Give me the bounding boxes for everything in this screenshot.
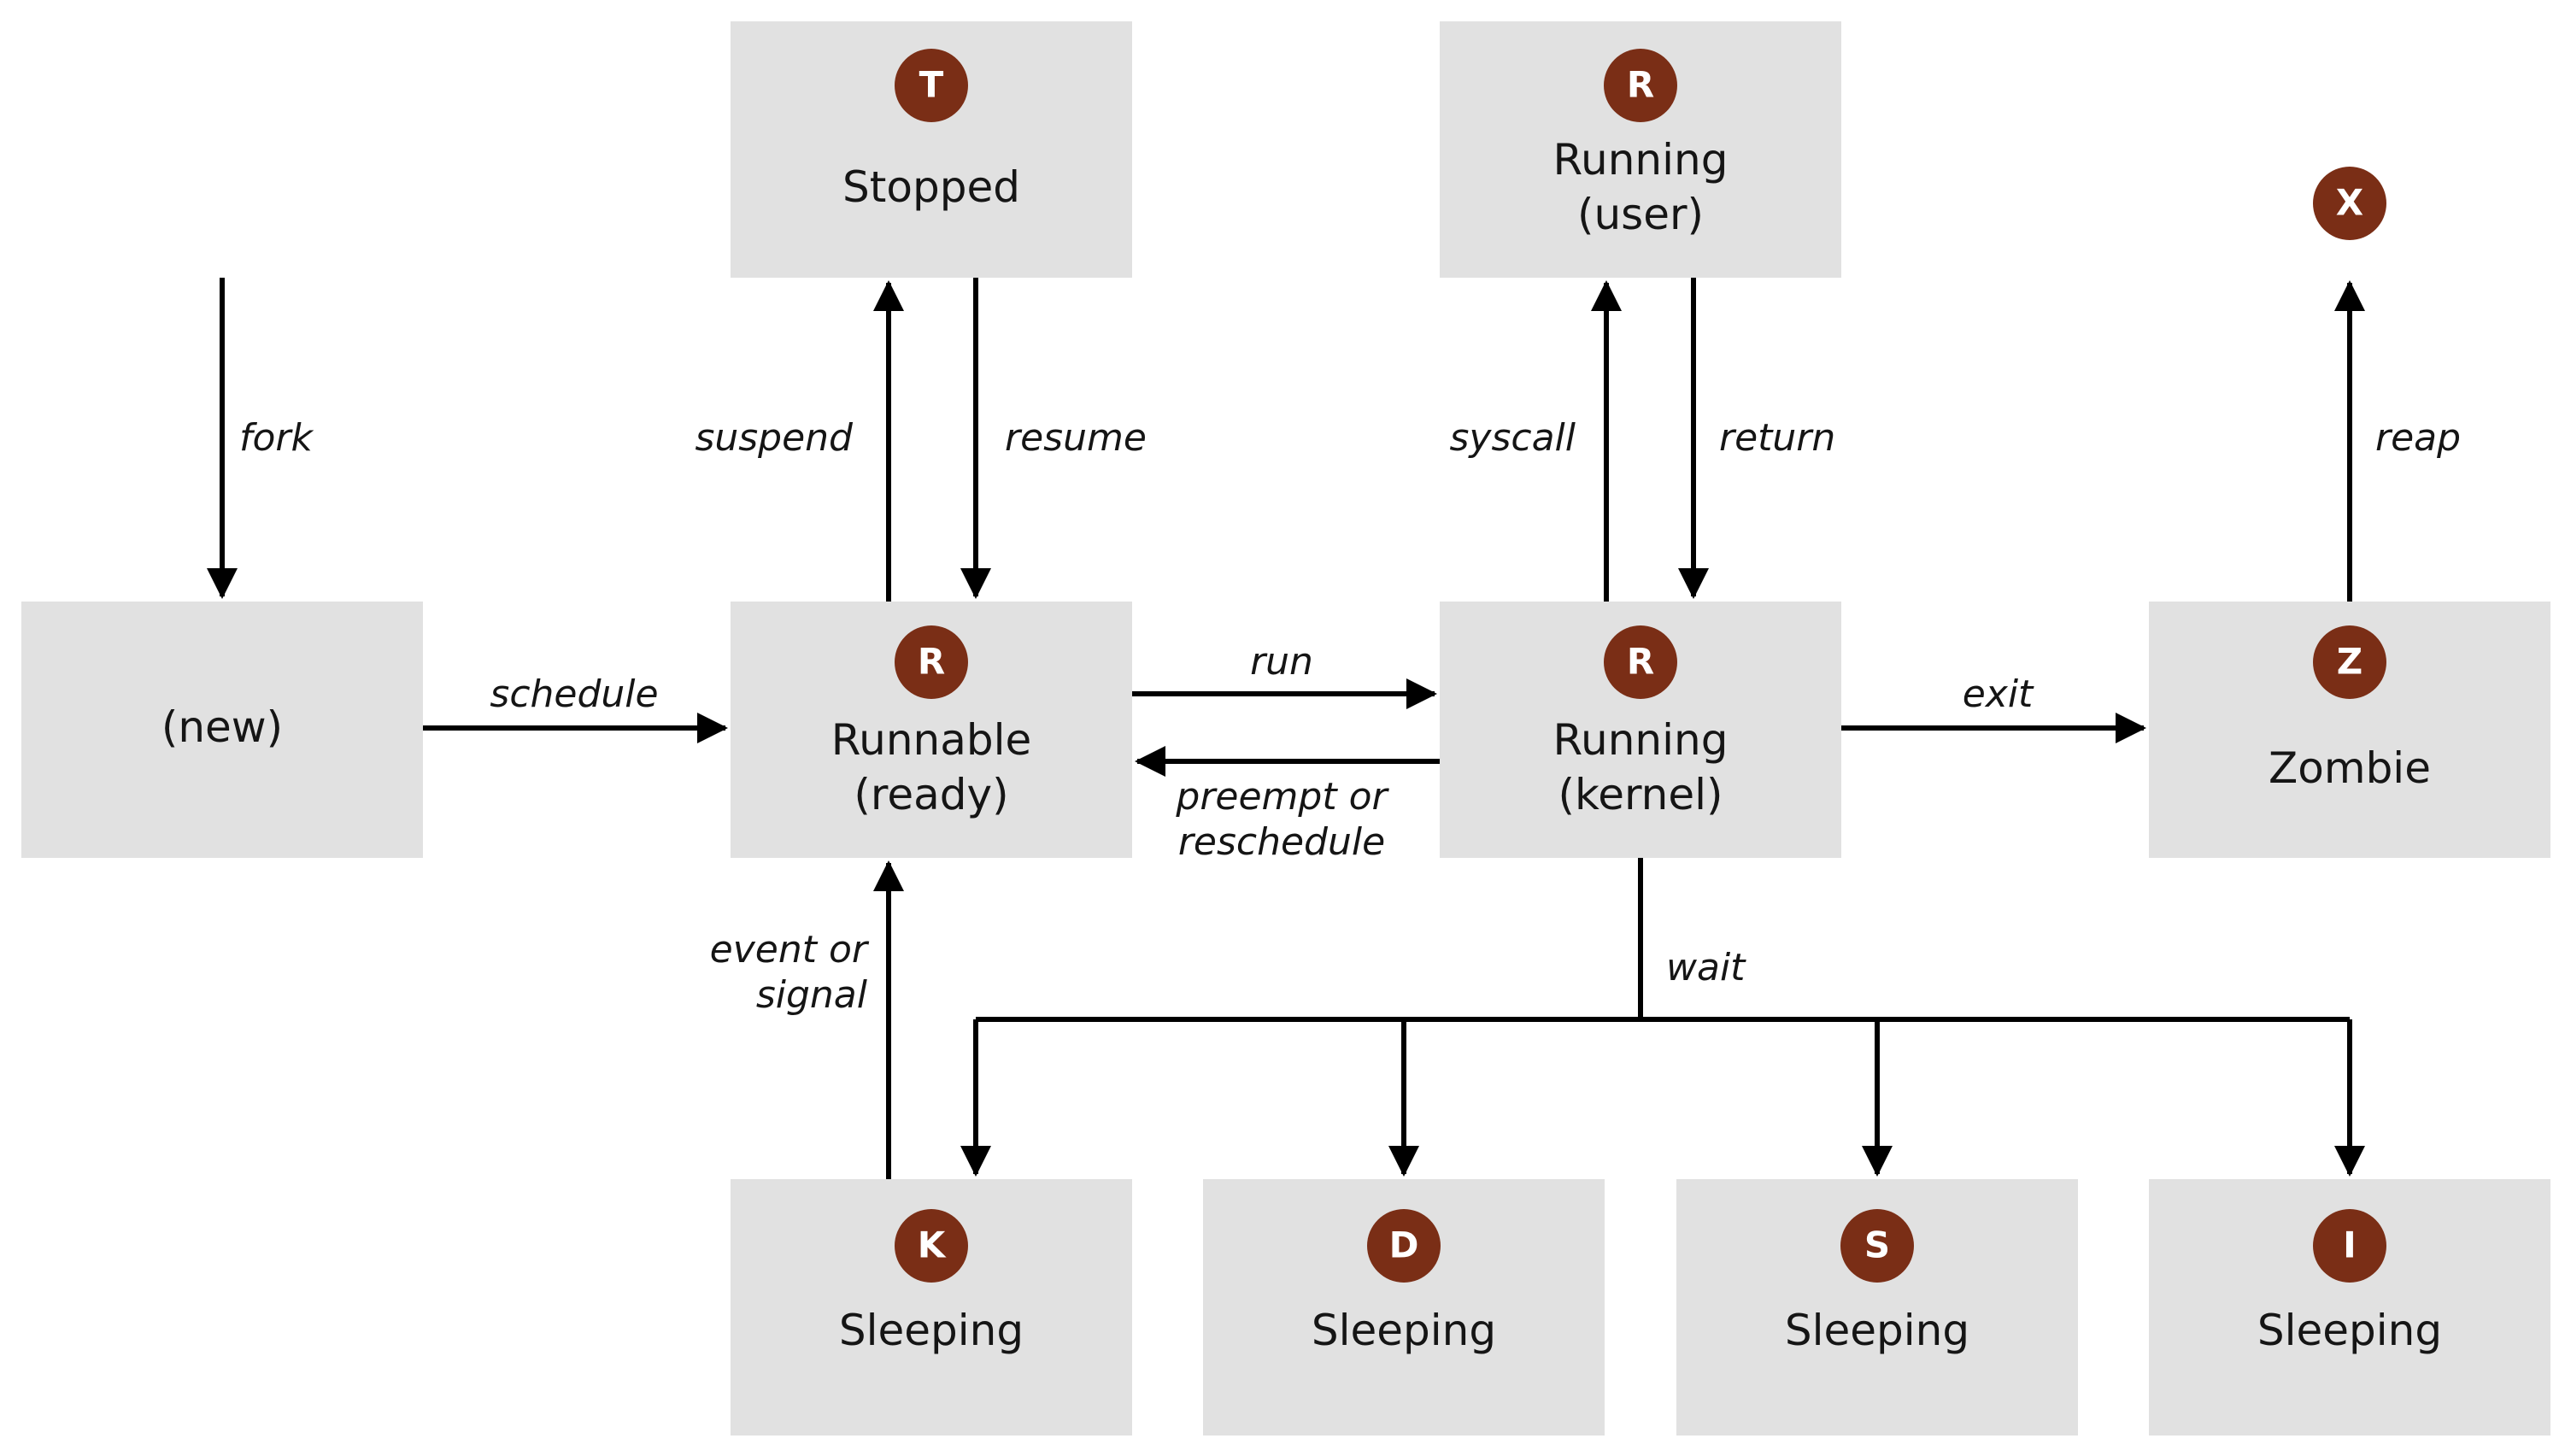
edge-label-preempt: reschedule — [1178, 820, 1385, 864]
state-label: Zombie — [2269, 743, 2431, 793]
state-label: Sleeping — [839, 1306, 1024, 1355]
state-label: Sleeping — [1785, 1306, 1969, 1355]
state-stopped: T Stopped — [731, 21, 1132, 278]
state-label: (ready) — [854, 770, 1008, 819]
state-badge — [895, 1209, 968, 1283]
state-badge-letter: S — [1864, 1224, 1890, 1266]
state-badge — [895, 625, 968, 699]
state-badge-letter: X — [2336, 182, 2363, 224]
state-box — [21, 602, 423, 858]
edge-label-suspend: suspend — [695, 416, 854, 460]
state-label: (kernel) — [1558, 770, 1723, 819]
state-label: Sleeping — [2257, 1306, 2442, 1355]
edge-label-wait: wait — [1666, 946, 1746, 989]
state-sleeping-d: D Sleeping — [1203, 1179, 1605, 1435]
state-label: Runnable — [831, 715, 1032, 765]
edge-label-resume: resume — [1005, 416, 1147, 460]
state-badge-letter: I — [2343, 1224, 2357, 1266]
edge-label-event: event or — [710, 928, 870, 972]
state-running-user: R Running (user) — [1440, 21, 1841, 278]
state-badge-letter: R — [1627, 641, 1654, 683]
state-new: (new) — [21, 602, 423, 858]
state-badge-letter: D — [1389, 1224, 1419, 1266]
edge-label-reap: reap — [2375, 416, 2461, 460]
state-sleeping-s: S Sleeping — [1676, 1179, 2078, 1435]
edge-label-event: signal — [756, 973, 868, 1017]
state-badge — [1367, 1209, 1441, 1283]
edge-label-return: return — [1719, 416, 1835, 460]
state-badge — [1840, 1209, 1914, 1283]
state-label: Running — [1553, 135, 1729, 185]
edge-label-schedule: schedule — [490, 672, 658, 716]
state-badge — [2313, 167, 2386, 240]
state-label: (user) — [1577, 190, 1704, 239]
state-badge-letter: R — [1627, 64, 1654, 106]
edge-label-preempt: preempt or — [1175, 775, 1389, 819]
state-dead: X — [2313, 167, 2386, 240]
state-running-kernel: R Running (kernel) — [1440, 602, 1841, 858]
state-badge-letter: Z — [2337, 641, 2362, 683]
state-runnable: R Runnable (ready) — [731, 602, 1132, 858]
state-badge — [2313, 625, 2386, 699]
state-label: (new) — [161, 702, 283, 752]
state-badge-letter: T — [919, 64, 944, 106]
state-label: Running — [1553, 715, 1729, 765]
edge-label-exit: exit — [1963, 672, 2034, 716]
edge-label-syscall: syscall — [1450, 416, 1576, 460]
state-sleeping-i: I Sleeping — [2149, 1179, 2550, 1435]
state-sleeping-k: K Sleeping — [731, 1179, 1132, 1435]
state-badge-letter: R — [918, 641, 945, 683]
state-label: Stopped — [842, 162, 1020, 212]
state-badge — [1604, 625, 1677, 699]
state-zombie: Z Zombie — [2149, 602, 2550, 858]
edge-label-fork: fork — [239, 416, 314, 460]
edge-label-run: run — [1250, 640, 1313, 684]
state-badge — [2313, 1209, 2386, 1283]
state-badge-letter: K — [918, 1224, 947, 1266]
state-badge — [895, 49, 968, 122]
state-label: Sleeping — [1312, 1306, 1496, 1355]
state-badge — [1604, 49, 1677, 122]
